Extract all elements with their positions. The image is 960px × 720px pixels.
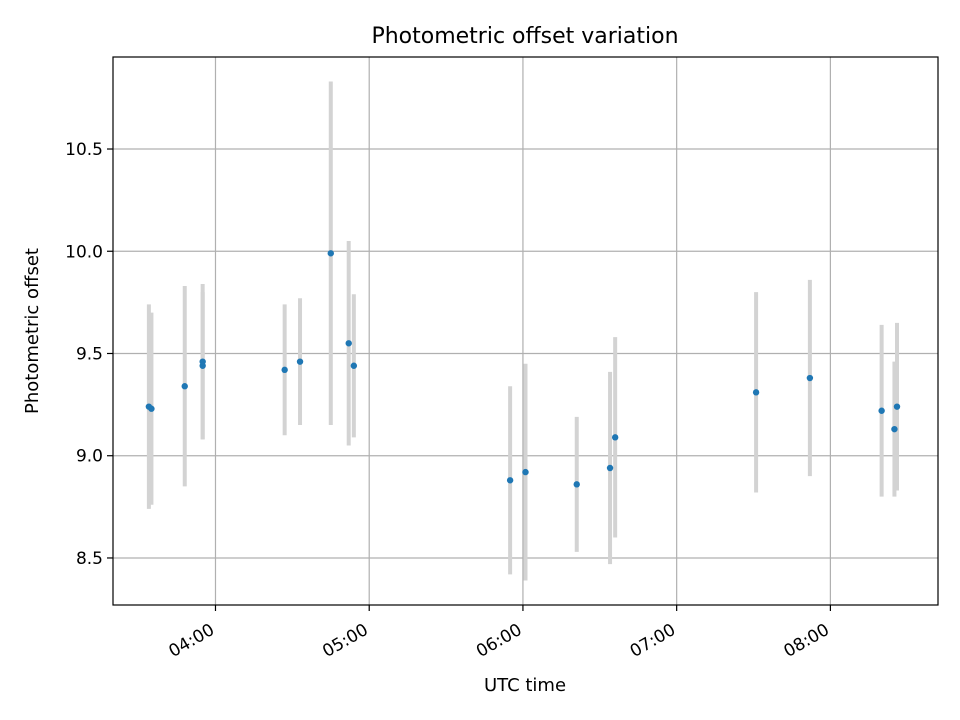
data-point (573, 481, 580, 488)
y-tick-label: 9.5 (76, 344, 103, 364)
y-tick-label: 8.5 (76, 549, 103, 569)
data-point (893, 403, 901, 410)
plot-frame (112, 56, 939, 606)
data-point (327, 250, 334, 257)
y-axis-label: Photometric offset (22, 248, 43, 414)
data-point (878, 407, 885, 414)
data-point (606, 464, 614, 472)
data-point (611, 434, 619, 441)
data-point (506, 477, 514, 484)
y-tick-label: 9.0 (76, 447, 103, 467)
x-axis-label: UTC time (484, 675, 566, 696)
y-tick-label: 10.0 (65, 242, 103, 262)
data-point (345, 340, 352, 347)
data-points (145, 250, 901, 488)
data-point (281, 366, 288, 374)
data-point (522, 468, 529, 476)
data-point (296, 358, 304, 365)
y-tick-label: 10.5 (65, 140, 103, 160)
data-point (199, 362, 206, 369)
data-point (181, 383, 188, 390)
data-point (350, 362, 358, 369)
y-ticks: 8.5 9.0 9.5 10.0 10.5 (65, 140, 113, 569)
chart-title: Photometric offset variation (371, 24, 678, 49)
data-point (891, 425, 898, 433)
data-point (148, 405, 155, 412)
data-point (806, 374, 814, 382)
data-point (752, 389, 760, 396)
